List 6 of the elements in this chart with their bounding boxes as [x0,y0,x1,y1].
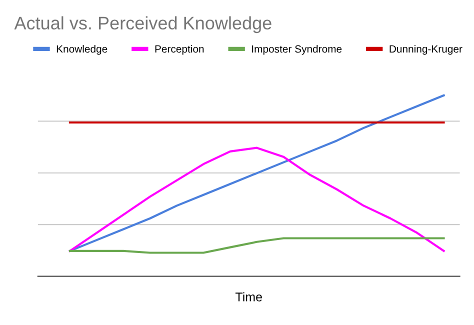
x-axis-title: Time [235,292,262,302]
legend-label: Knowledge [56,45,108,55]
legend-label: Imposter Syndrome [252,45,342,55]
chart-title: Actual vs. Perceived Knowledge [14,16,272,34]
legend-label: Perception [155,45,204,55]
legend-label: Dunning-Kruger [390,45,462,55]
